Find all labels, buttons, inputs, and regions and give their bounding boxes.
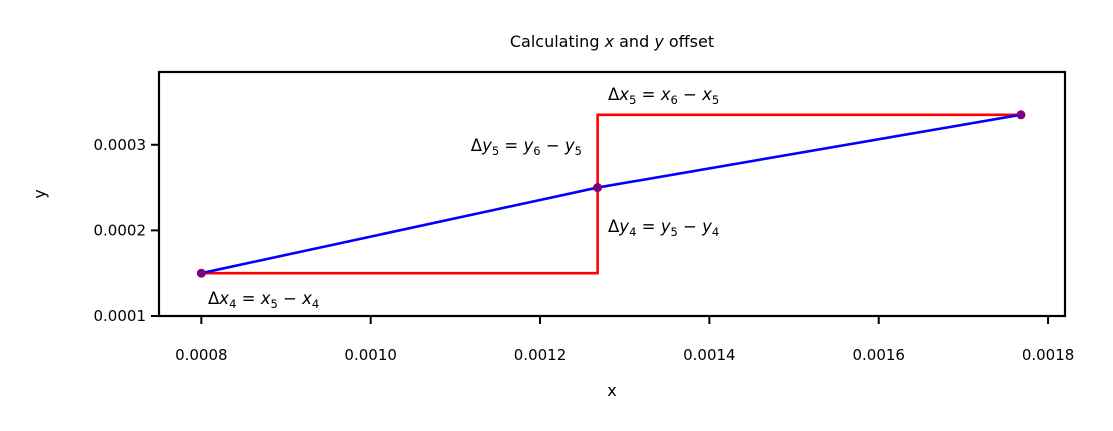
plot-area xyxy=(197,110,1026,277)
axes-frame xyxy=(159,72,1065,316)
annotation-delta-x5: Δx5 = x6 − x5 xyxy=(608,85,719,107)
annotation-delta-y4: Δy4 = y5 − y4 xyxy=(608,217,719,239)
line-series xyxy=(201,115,1021,273)
chart-title: Calculating x and y offset xyxy=(510,32,714,51)
x-tick-label: 0.0018 xyxy=(1022,346,1075,364)
annotations: Δx4 = x5 − x4 Δy4 = y5 − y4 Δy5 = y6 − y… xyxy=(208,85,719,311)
annotation-delta-y5: Δy5 = y6 − y5 xyxy=(471,136,582,158)
y-tick-label: 0.0001 xyxy=(94,307,147,325)
data-point xyxy=(197,269,206,278)
x-tick-label: 0.0014 xyxy=(683,346,736,364)
x-axis-label: x xyxy=(607,381,616,400)
x-tick-label: 0.0012 xyxy=(514,346,567,364)
y-axis: 0.0001 0.0002 0.0003 xyxy=(94,136,160,325)
y-axis-label: y xyxy=(30,189,49,198)
x-tick-label: 0.0010 xyxy=(344,346,397,364)
data-point xyxy=(593,183,602,192)
y-tick-label: 0.0003 xyxy=(94,136,147,154)
x-tick-label: 0.0008 xyxy=(175,346,228,364)
annotation-delta-x4: Δx4 = x5 − x4 xyxy=(208,289,319,311)
step-series xyxy=(201,115,1021,273)
y-tick-label: 0.0002 xyxy=(94,221,147,239)
x-axis: 0.0008 0.0010 0.0012 0.0014 0.0016 0.0018 xyxy=(175,316,1074,364)
data-point xyxy=(1016,110,1025,119)
x-tick-label: 0.0016 xyxy=(852,346,905,364)
